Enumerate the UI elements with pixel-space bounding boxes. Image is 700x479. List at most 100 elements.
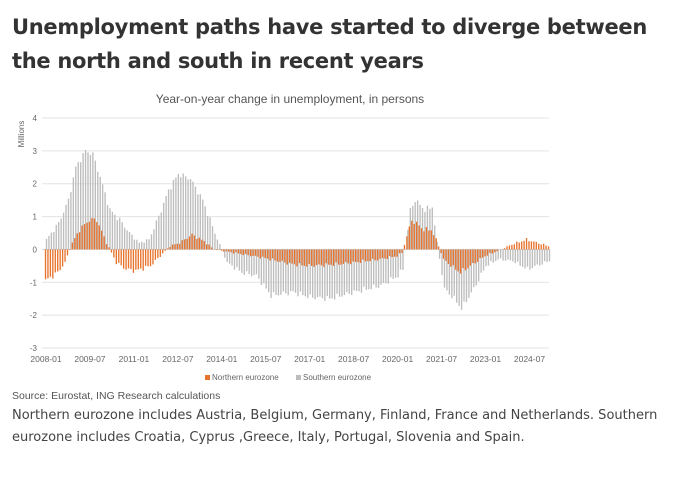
bar-southern — [119, 217, 121, 250]
bar-southern — [248, 249, 250, 275]
bar-southern — [453, 249, 455, 296]
bar-northern — [149, 249, 152, 267]
bar-southern — [397, 249, 399, 278]
bar-southern — [373, 249, 375, 285]
bar-southern — [426, 205, 429, 250]
bar-southern — [429, 208, 431, 250]
y-tick-label: 3 — [33, 147, 38, 156]
y-tick-label: 1 — [33, 213, 38, 222]
bar-northern — [420, 228, 423, 250]
bar-southern — [387, 249, 390, 284]
bar-southern — [101, 184, 104, 250]
bar-northern — [286, 249, 288, 265]
bar-northern — [425, 227, 428, 250]
bar-southern — [546, 249, 548, 263]
bar-northern — [225, 249, 227, 252]
bar-northern — [318, 249, 320, 265]
chart-title: Year-on-year change in unemployment, in … — [156, 92, 424, 106]
bar-northern — [242, 249, 244, 256]
bar-southern — [214, 233, 216, 250]
bar-northern — [281, 249, 284, 261]
bar-southern — [219, 244, 221, 250]
bar-southern — [133, 239, 136, 250]
y-tick-label: 4 — [33, 114, 38, 123]
bar-northern — [105, 244, 108, 250]
bar-northern — [491, 249, 494, 254]
bar-southern — [353, 249, 355, 291]
legend-label-southern: Southern eurozone — [303, 373, 372, 382]
bar-northern — [162, 249, 164, 254]
bar-southern — [75, 166, 77, 250]
bar-northern — [47, 249, 49, 279]
bar-southern — [80, 162, 82, 250]
bar-northern — [140, 249, 142, 269]
bar-southern — [268, 249, 270, 293]
bar-southern — [419, 204, 421, 250]
bar-southern — [512, 249, 514, 262]
bar-southern — [451, 249, 453, 299]
bar-southern — [55, 224, 57, 250]
bar-northern — [215, 249, 218, 251]
bar-northern — [293, 249, 296, 265]
bar-northern — [179, 243, 181, 250]
bar-northern — [130, 249, 132, 270]
bar-northern — [301, 249, 303, 266]
bar-northern — [147, 249, 149, 267]
bar-northern — [83, 224, 86, 250]
bar-southern — [282, 249, 285, 292]
footnote: Northern eurozone includes Austria, Belg… — [12, 408, 658, 445]
bar-northern — [457, 249, 459, 272]
bar-northern — [364, 249, 367, 262]
bar-southern — [45, 238, 48, 250]
bar-southern — [155, 220, 158, 250]
bar-northern — [489, 249, 491, 253]
bar-northern — [340, 249, 342, 265]
bar-southern — [321, 249, 324, 299]
bar-northern — [411, 220, 413, 250]
bar-northern — [257, 249, 259, 257]
bar-northern — [513, 244, 515, 250]
bar-southern — [109, 208, 111, 250]
bar-southern — [246, 249, 248, 272]
bar-southern — [192, 181, 194, 250]
gridlines — [42, 117, 549, 349]
bar-northern — [496, 249, 498, 252]
bar-northern — [237, 249, 240, 254]
bar-northern — [49, 249, 52, 277]
bar-northern — [142, 249, 144, 271]
bar-southern — [160, 212, 162, 250]
bar-northern — [240, 249, 242, 255]
bar-northern — [462, 249, 464, 269]
bar-northern — [230, 249, 232, 253]
bar-southern — [299, 249, 302, 292]
bar-southern — [316, 249, 319, 298]
bar-northern — [484, 249, 486, 257]
bar-northern — [269, 249, 271, 261]
bar-southern — [407, 229, 409, 250]
bar-southern — [148, 239, 150, 250]
bar-northern — [401, 249, 403, 254]
bar-northern — [423, 231, 425, 250]
y-tick-label: -1 — [30, 278, 38, 287]
bar-southern — [375, 249, 377, 288]
bar-southern — [346, 249, 348, 293]
bar-southern — [50, 232, 53, 250]
bar-southern — [224, 249, 226, 258]
bar-northern — [101, 230, 103, 250]
bar-northern — [174, 244, 176, 250]
bar-northern — [428, 230, 430, 250]
bar-southern — [307, 249, 309, 298]
legend-swatch-southern — [296, 375, 301, 380]
bar-southern — [255, 249, 258, 275]
legend-label-northern: Northern eurozone — [212, 373, 279, 382]
bar-northern — [254, 249, 257, 256]
y-axis-label: Millions — [17, 121, 26, 148]
bar-northern — [435, 238, 437, 250]
bar-southern — [465, 249, 468, 303]
bar-southern — [175, 177, 177, 250]
bar-southern — [250, 249, 253, 277]
bar-southern — [446, 249, 448, 291]
bar-southern — [348, 249, 350, 294]
bar-southern — [238, 249, 241, 271]
bar-southern — [365, 249, 368, 290]
